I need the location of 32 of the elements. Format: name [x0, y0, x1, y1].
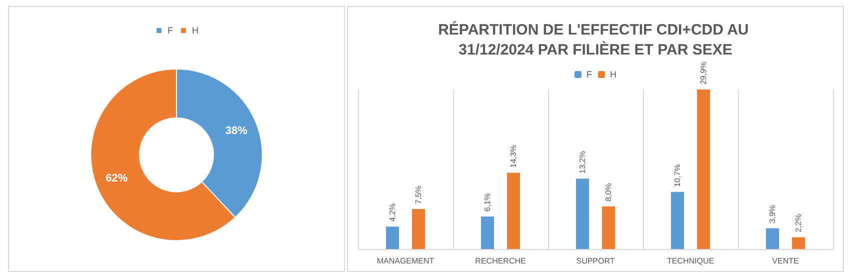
data-label: 6,1%	[483, 193, 492, 212]
bar	[766, 228, 779, 249]
legend-label: F	[168, 26, 174, 36]
data-label: 14,3%	[509, 145, 518, 168]
bar	[507, 172, 520, 249]
bar	[792, 237, 805, 249]
bar	[481, 216, 494, 249]
chart-title: RÉPARTITION DE L'EFFECTIF CDI+CDD AU 31/12/2024 PAR FILIÈRE ET PAR SEXE	[438, 20, 753, 58]
bar	[697, 90, 710, 249]
data-label: 7,5%	[414, 186, 423, 204]
data-label: 4,2%	[388, 203, 397, 222]
x-tick-label: MANAGEMENT	[376, 256, 434, 266]
bar	[412, 209, 425, 249]
data-label: 2,2%	[794, 214, 803, 232]
bar	[576, 178, 589, 249]
data-label: 13,2%	[578, 150, 587, 174]
data-label: 3,9%	[768, 204, 777, 224]
legend-label: H	[192, 26, 198, 36]
legend-label: F	[586, 70, 592, 80]
data-label: 38%	[225, 125, 248, 138]
bar	[602, 206, 615, 249]
data-label: 62%	[106, 172, 128, 185]
legend-label: H	[610, 70, 616, 80]
data-label: 10,7%	[673, 164, 682, 187]
x-tick-label: RECHERCHE	[475, 256, 526, 266]
bar	[386, 226, 399, 249]
x-tick-label: SUPPORT	[576, 256, 615, 266]
data-label: 8,0%	[604, 183, 613, 202]
x-tick-label: VENTE	[772, 256, 799, 266]
x-tick-label: TECHNIQUE	[666, 256, 714, 266]
data-label: 29,9%	[699, 62, 708, 85]
bar	[671, 192, 684, 249]
